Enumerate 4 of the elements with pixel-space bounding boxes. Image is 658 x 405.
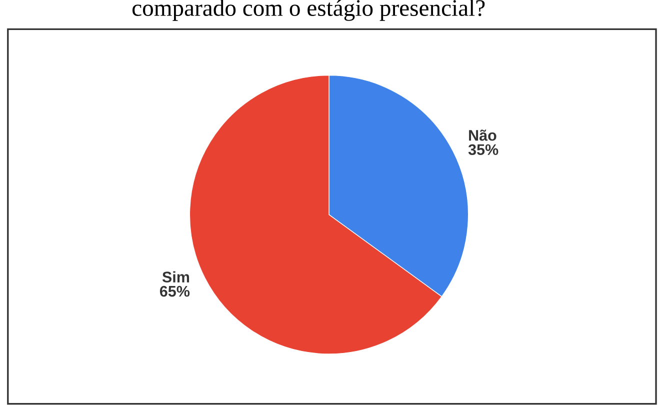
data-label: 65% — [160, 286, 190, 297]
data-label: 35% — [468, 144, 498, 156]
slice-label: Sim — [162, 271, 190, 282]
slice-label: Não — [469, 130, 496, 141]
